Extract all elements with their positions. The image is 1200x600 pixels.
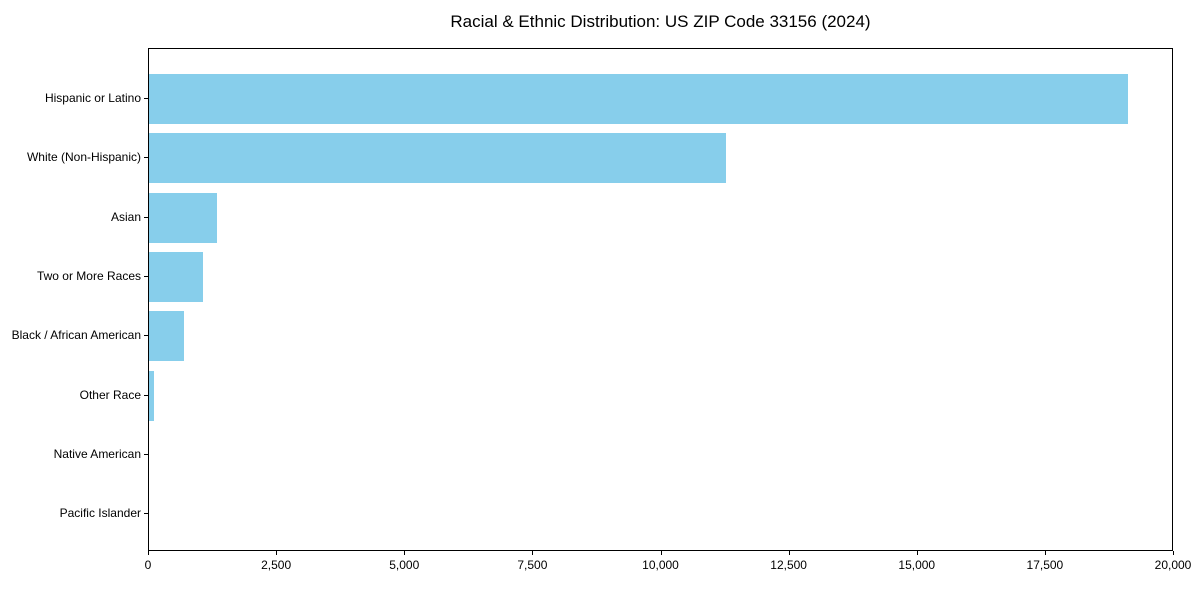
y-tick-mark bbox=[144, 98, 148, 99]
y-tick-label-asian: Asian bbox=[110, 209, 141, 224]
x-tick-mark bbox=[1044, 551, 1046, 555]
y-tick-label-native-american: Native American bbox=[53, 446, 141, 461]
y-tick-label-other-race: Other Race bbox=[79, 387, 141, 402]
x-tick-label-5000: 5,000 bbox=[389, 558, 420, 572]
x-tick-mark bbox=[660, 551, 662, 555]
bar-hispanic-or-latino bbox=[149, 74, 1128, 124]
x-tick-mark bbox=[1173, 551, 1174, 555]
y-tick-mark bbox=[144, 394, 148, 396]
x-tick-label-12500: 12,500 bbox=[770, 558, 807, 572]
x-tick-label-0: 0 bbox=[144, 558, 152, 572]
y-tick-mark bbox=[144, 216, 148, 218]
plot-area bbox=[148, 48, 1173, 551]
x-tick-mark bbox=[276, 551, 278, 555]
x-tick-mark bbox=[148, 551, 149, 555]
y-tick-mark bbox=[144, 513, 148, 515]
x-tick-label-15000: 15,000 bbox=[898, 558, 936, 572]
x-tick-label-7500: 7,500 bbox=[517, 558, 548, 572]
y-tick-mark bbox=[144, 335, 148, 337]
x-tick-mark bbox=[788, 551, 790, 555]
x-tick-label-10000: 10,000 bbox=[642, 558, 679, 572]
y-tick-mark bbox=[144, 157, 148, 159]
bar-other-race bbox=[149, 370, 155, 421]
bar-black-african-american bbox=[149, 311, 184, 362]
y-tick-mark bbox=[144, 275, 148, 277]
chart-title: Racial & Ethnic Distribution: US ZIP Cod… bbox=[450, 12, 871, 31]
bar-two-or-more-races bbox=[149, 251, 203, 302]
x-tick-mark bbox=[916, 551, 918, 555]
x-tick-label-17500: 17,500 bbox=[1026, 558, 1064, 572]
x-tick-label-20000: 20,000 bbox=[1154, 558, 1192, 572]
x-tick-mark bbox=[404, 551, 406, 555]
y-tick-label-white-non-hispanic: White (Non-Hispanic) bbox=[26, 150, 141, 165]
x-tick-label-2500: 2,500 bbox=[261, 558, 292, 572]
y-tick-mark bbox=[144, 453, 148, 455]
y-tick-label-black-african-american: Black / African American bbox=[11, 328, 141, 343]
x-tick-mark bbox=[532, 551, 534, 555]
y-tick-label-two-or-more-races: Two or More Races bbox=[36, 268, 141, 283]
bar-white-non-hispanic bbox=[149, 133, 726, 184]
bar-asian bbox=[149, 192, 218, 243]
y-tick-label-pacific-islander: Pacific Islander bbox=[59, 506, 141, 521]
y-tick-label-hispanic-or-latino: Hispanic or Latino bbox=[44, 91, 141, 105]
